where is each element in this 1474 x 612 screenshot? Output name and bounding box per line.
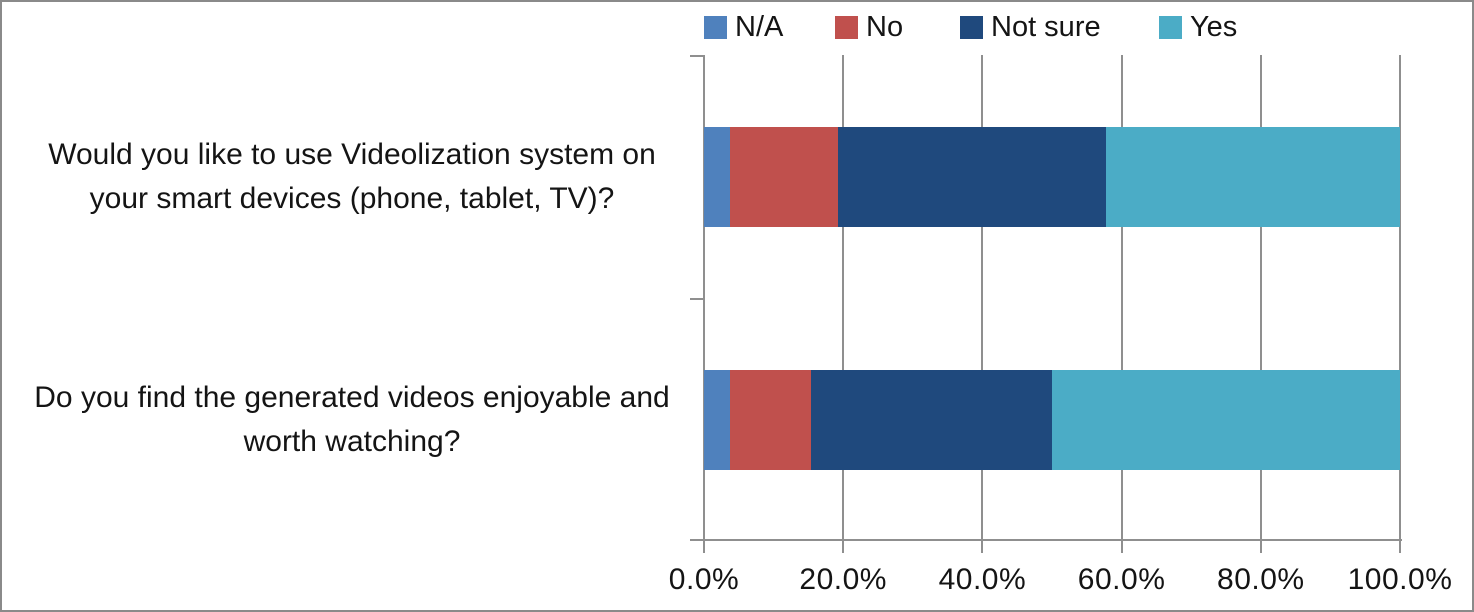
x-tick-label: 0.0% [668, 563, 740, 596]
category-axis-tick [690, 539, 704, 541]
x-tick-label: 100.0% [1347, 563, 1453, 596]
bar-segment-no [730, 369, 811, 470]
bar-segment-not-sure [810, 369, 1052, 470]
gridline [981, 55, 984, 541]
bar-segment-n-a [704, 369, 731, 470]
category-axis-labels: Would you like to use Videolization syst… [2, 55, 702, 541]
x-axis-tick [981, 541, 984, 553]
legend-label: Yes [1190, 11, 1238, 43]
category-axis-tick [690, 298, 704, 300]
legend-label: N/A [735, 11, 784, 43]
category-label-smart-devices: Would you like to use Videolization syst… [48, 138, 656, 215]
category-label-enjoyable: Do you find the generated videos enjoyab… [34, 381, 670, 458]
x-tick-label: 60.0% [1077, 563, 1166, 596]
gridline [1120, 55, 1123, 541]
bar-segment-no [730, 126, 838, 227]
bar-segment-not-sure [837, 126, 1106, 227]
x-tick-label: 80.0% [1217, 563, 1305, 596]
legend-item-not-sure: Not sure [960, 13, 1101, 42]
legend-item-yes: Yes [1159, 13, 1237, 42]
gridline [1399, 55, 1401, 541]
plot-area: 0.0% 20.0% 40.0% 60.0% 80.0% 100.0% [669, 55, 1452, 596]
legend-label: No [866, 11, 904, 43]
x-tick-label: 20.0% [799, 563, 887, 596]
x-tick-label: 40.0% [938, 563, 1027, 596]
category-axis-tick [690, 55, 704, 57]
gridline [842, 55, 845, 541]
bar-segment-yes [1051, 369, 1400, 470]
legend-swatch-icon [835, 16, 858, 39]
legend-swatch-icon [704, 16, 727, 39]
x-axis-tick [1120, 541, 1123, 553]
bar-row-1 [704, 126, 1400, 227]
legend-item-no: No [835, 13, 903, 42]
bar-segment-yes [1105, 126, 1400, 227]
x-axis-line [690, 539, 1402, 541]
legend-item-n-a: N/A [704, 13, 783, 42]
x-axis-tick [842, 541, 845, 553]
bar-segment-n-a [704, 126, 731, 227]
x-axis-tick [703, 541, 705, 553]
x-axis-tick [1259, 541, 1262, 553]
x-axis-tick [1399, 541, 1401, 553]
value-axis-line [703, 55, 705, 541]
legend-swatch-icon [960, 16, 983, 39]
legend-swatch-icon [1159, 16, 1182, 39]
legend-label: Not sure [991, 11, 1101, 43]
bar-row-2 [704, 369, 1400, 470]
gridline [1259, 55, 1262, 541]
